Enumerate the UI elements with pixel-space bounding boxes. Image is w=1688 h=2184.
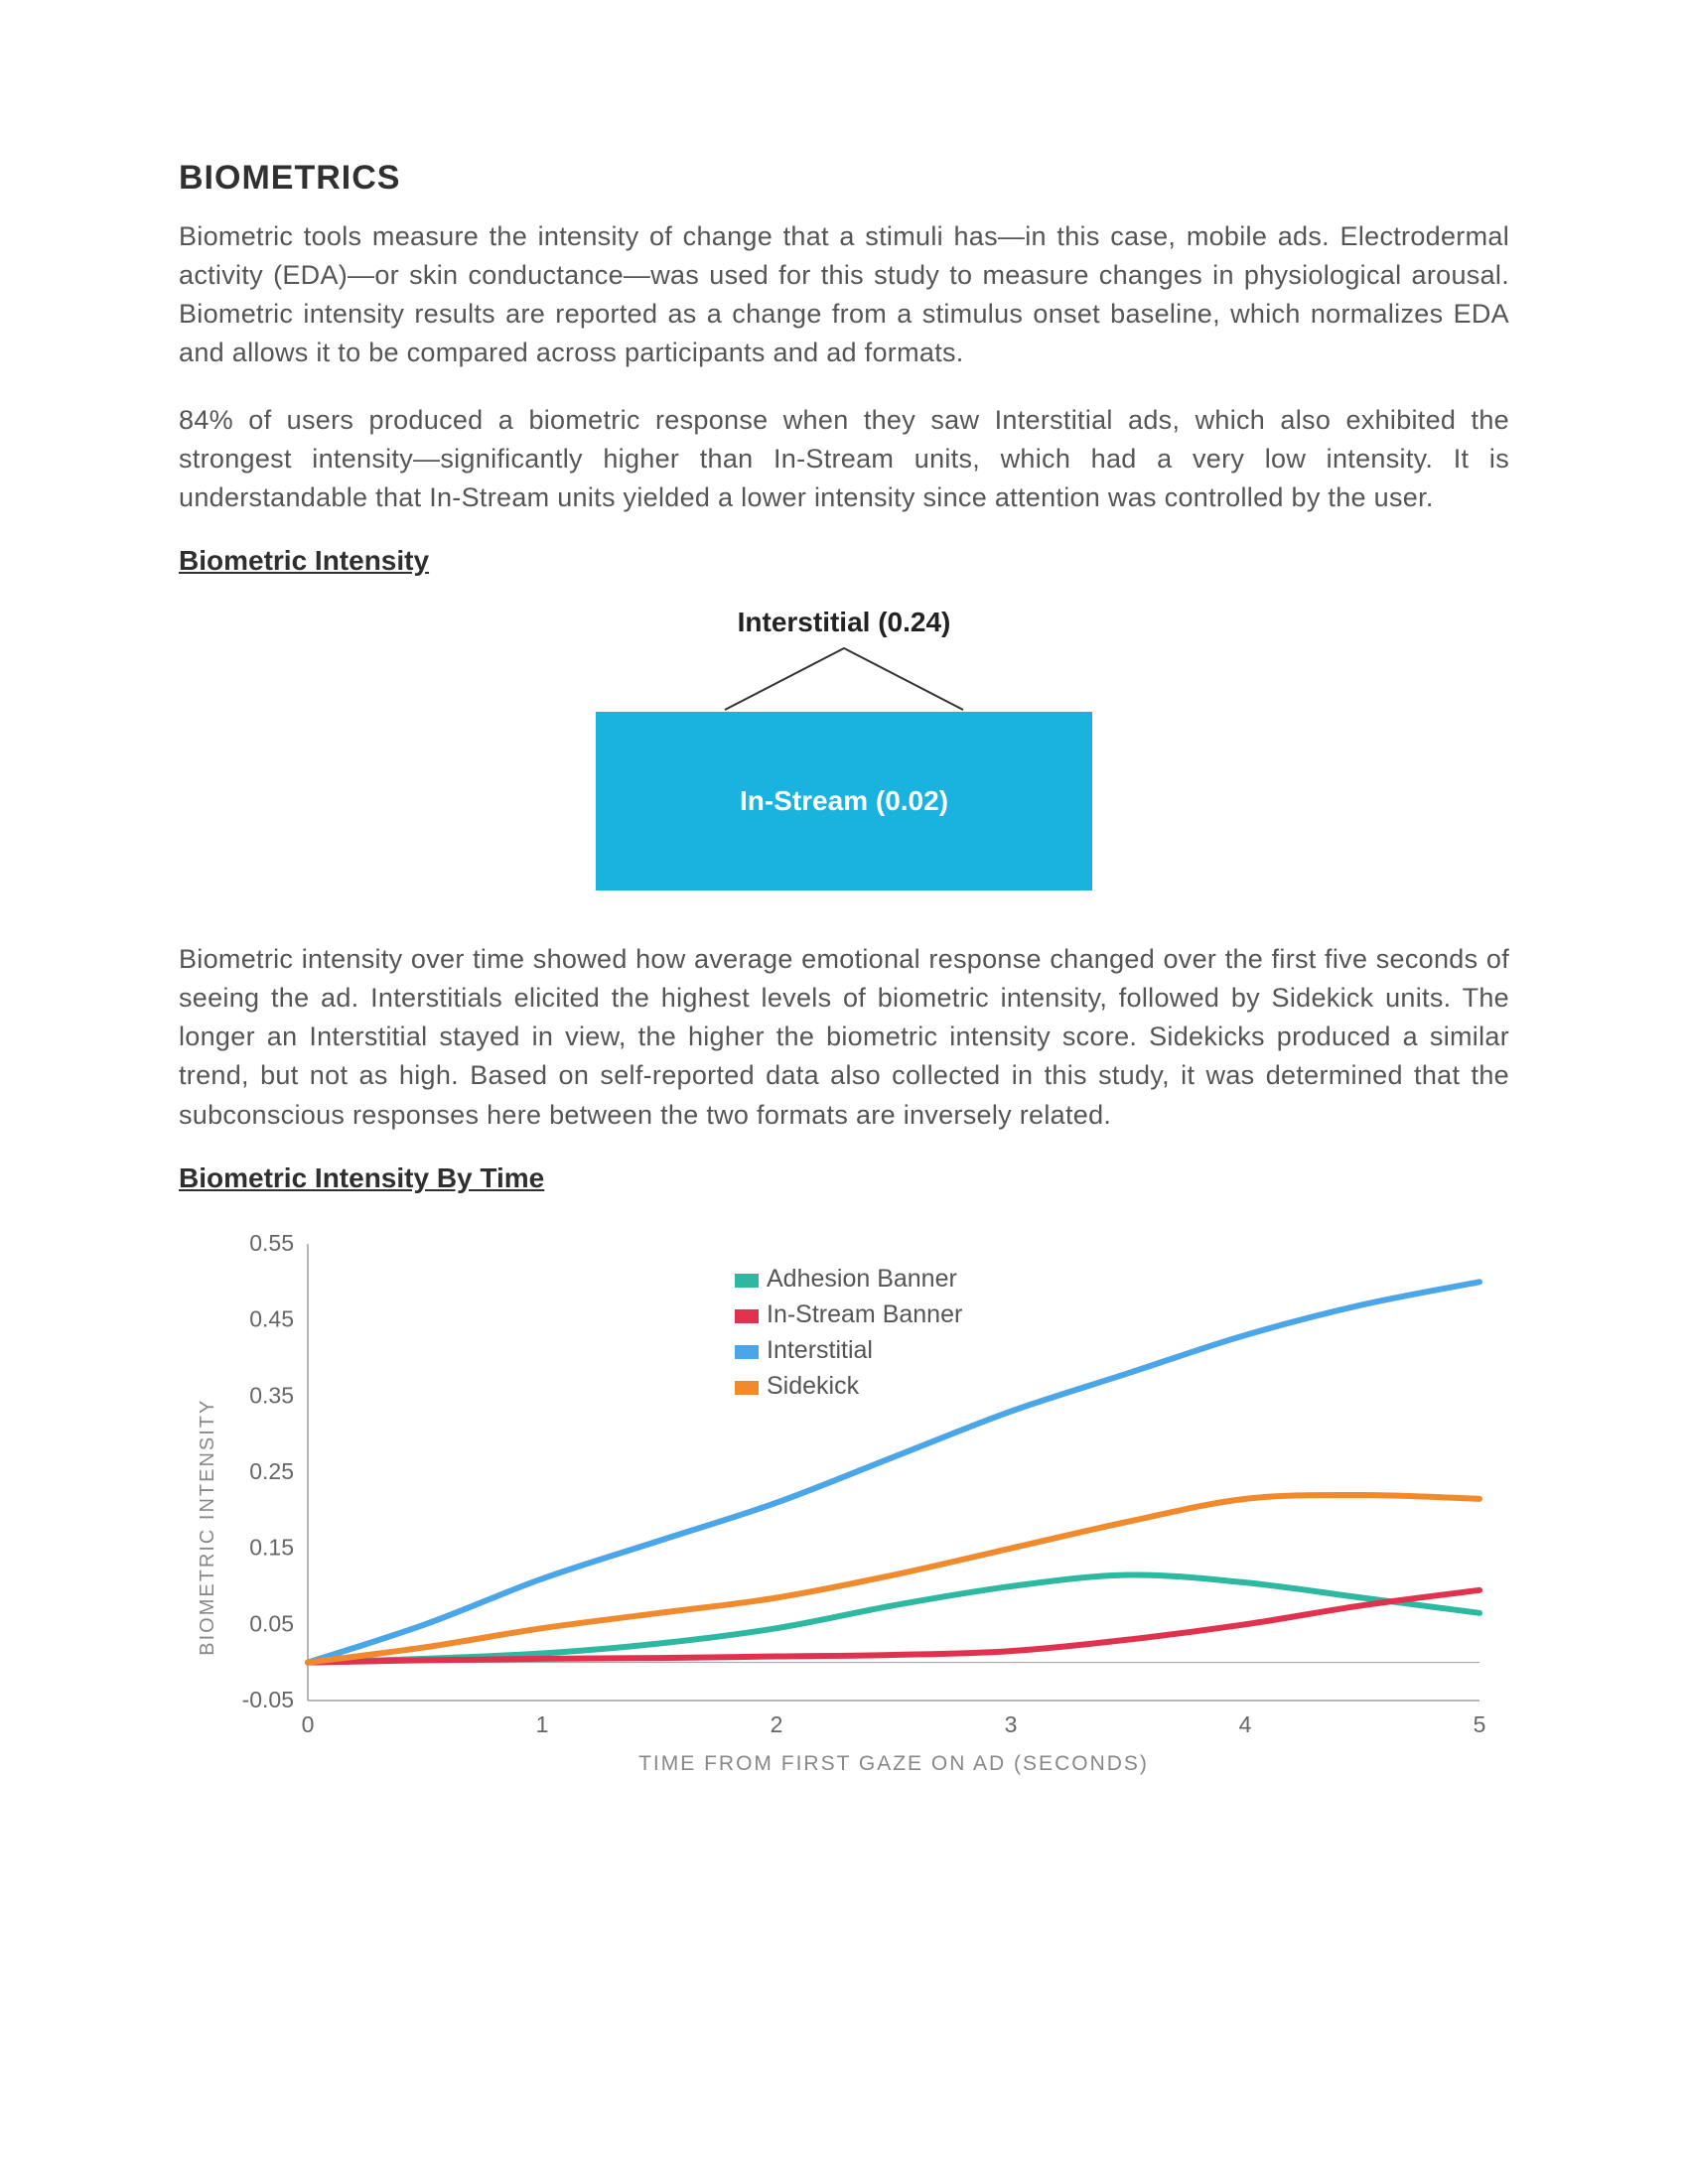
- svg-text:0.45: 0.45: [249, 1305, 294, 1331]
- intensity-by-time-chart: -0.05 0.05 0.15 0.25 0.35 0.45 0.55 0 1 2 3 4 5 BIOME…: [179, 1224, 1509, 1780]
- diagram-box-label: In-Stream (0.02): [740, 785, 948, 817]
- svg-text:-0.05: -0.05: [242, 1687, 294, 1712]
- svg-text:0.35: 0.35: [249, 1382, 294, 1408]
- subheading-intensity: Biometric Intensity: [179, 545, 1509, 577]
- svg-text:0.15: 0.15: [249, 1534, 294, 1560]
- svg-text:3: 3: [1005, 1711, 1018, 1737]
- diagram-top-label: Interstitial (0.24): [738, 607, 951, 638]
- svg-text:4: 4: [1239, 1711, 1252, 1737]
- intensity-diagram: Interstitial (0.24) In-Stream (0.02): [179, 607, 1509, 890]
- page: BIOMETRICS Biometric tools measure the i…: [0, 0, 1688, 2184]
- diagram-box: In-Stream (0.02): [596, 712, 1092, 890]
- svg-text:Adhesion Banner: Adhesion Banner: [767, 1265, 957, 1293]
- paragraph-3: Biometric intensity over time showed how…: [179, 940, 1509, 1135]
- svg-text:0.25: 0.25: [249, 1458, 294, 1484]
- svg-text:Sidekick: Sidekick: [767, 1372, 860, 1400]
- svg-text:1: 1: [536, 1711, 549, 1737]
- diagram-roof: [695, 642, 993, 712]
- svg-text:5: 5: [1474, 1711, 1486, 1737]
- chart-svg: -0.05 0.05 0.15 0.25 0.35 0.45 0.55 0 1 2 3 4 5 BIOME…: [179, 1224, 1509, 1780]
- svg-text:TIME FROM FIRST GAZE ON AD (SE: TIME FROM FIRST GAZE ON AD (SECONDS): [638, 1752, 1149, 1775]
- svg-text:0.05: 0.05: [249, 1610, 294, 1636]
- svg-text:2: 2: [771, 1711, 783, 1737]
- svg-text:0.55: 0.55: [249, 1230, 294, 1256]
- svg-text:Interstitial: Interstitial: [767, 1336, 873, 1364]
- paragraph-1: Biometric tools measure the intensity of…: [179, 217, 1509, 373]
- svg-text:In-Stream Banner: In-Stream Banner: [767, 1300, 962, 1328]
- svg-text:0: 0: [302, 1711, 315, 1737]
- svg-text:BIOMETRIC INTENSITY: BIOMETRIC INTENSITY: [197, 1398, 218, 1655]
- subheading-bytime: Biometric Intensity By Time: [179, 1162, 1509, 1194]
- paragraph-2: 84% of users produced a biometric respon…: [179, 401, 1509, 517]
- section-title: BIOMETRICS: [179, 159, 1509, 198]
